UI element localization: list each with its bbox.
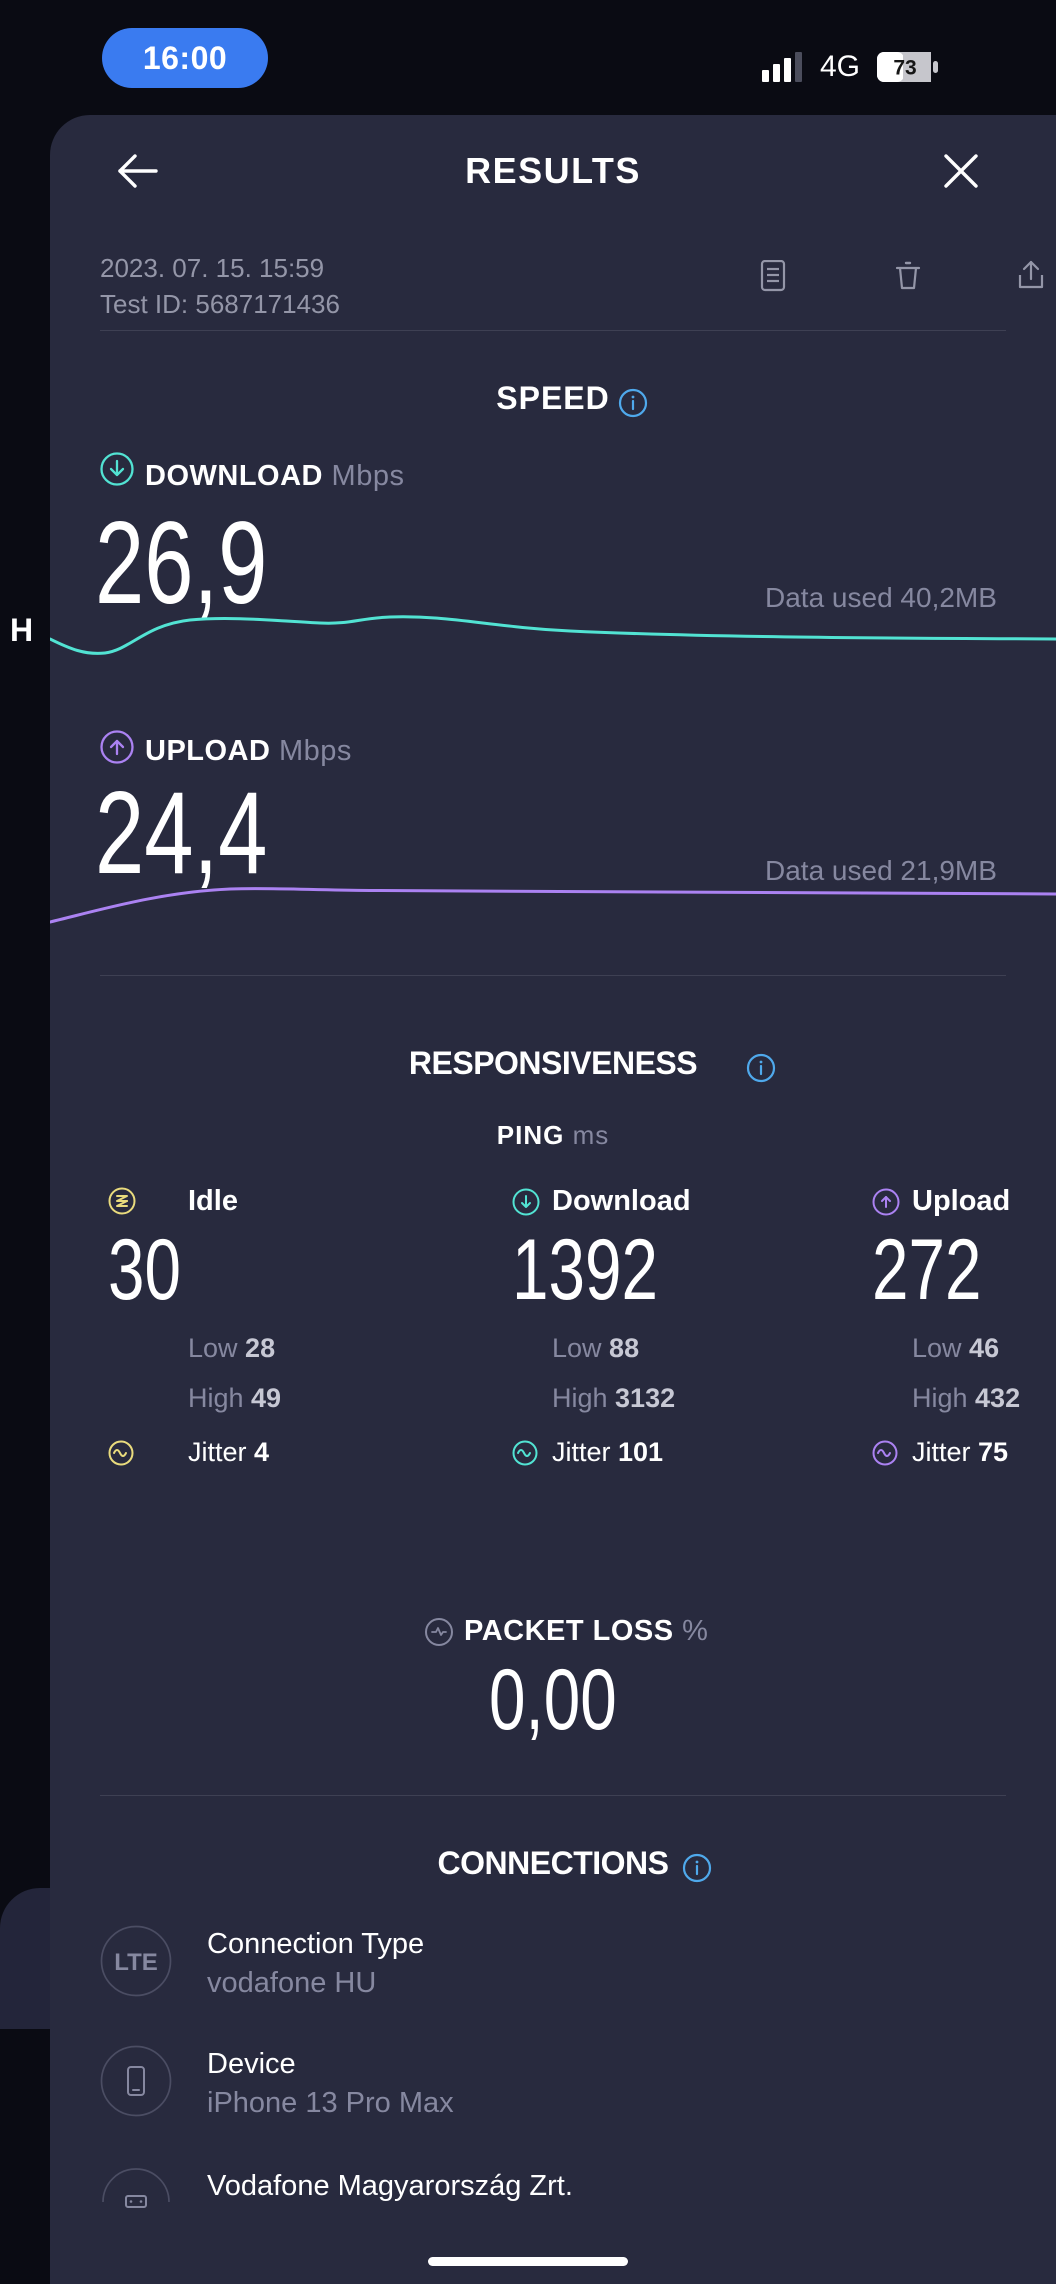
svg-text:73: 73 (893, 57, 916, 80)
svg-text:LTE: LTE (114, 1949, 158, 1976)
